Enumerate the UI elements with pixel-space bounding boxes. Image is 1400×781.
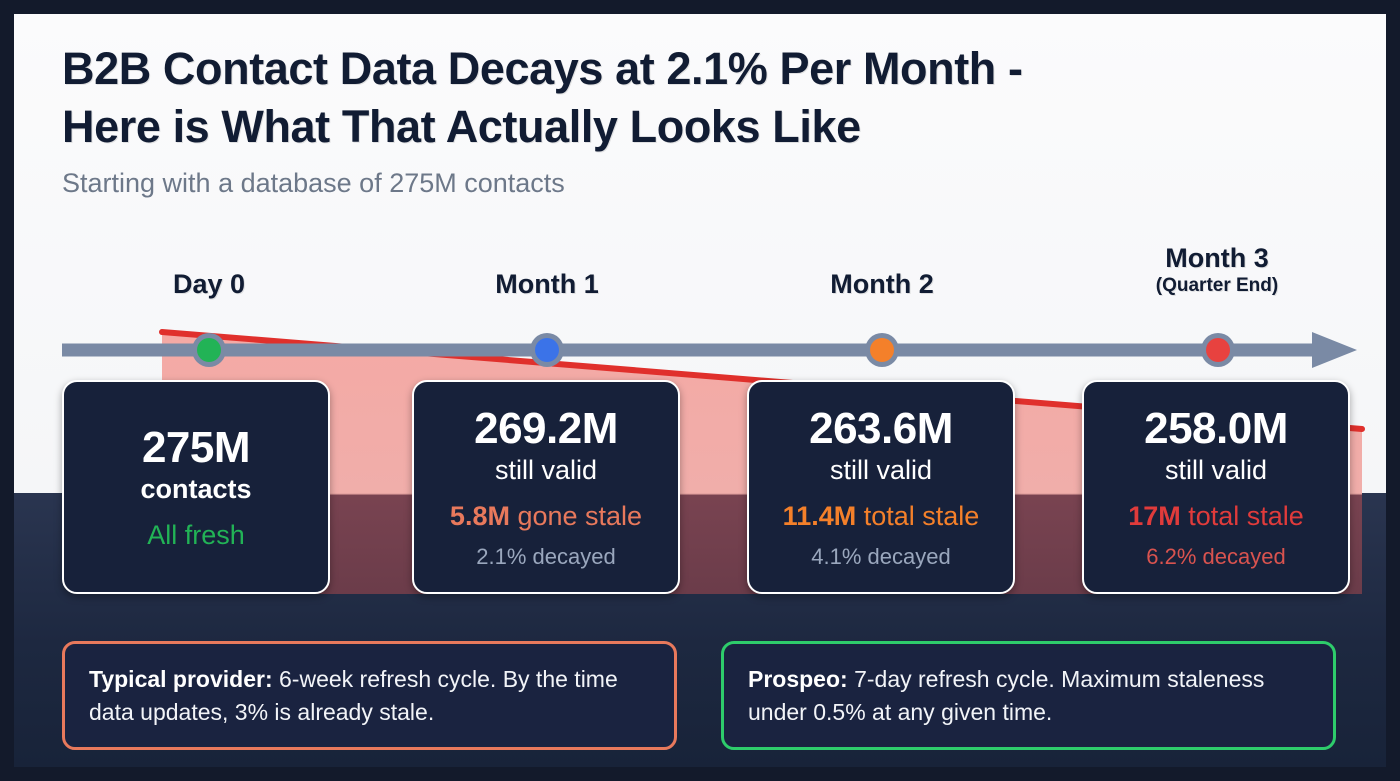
stat-card-stale-number: 5.8M: [449, 501, 510, 531]
stat-card-month-1[interactable]: 269.2M still valid 5.8M gone stale 2.1% …: [412, 380, 680, 594]
stat-card-unit: still valid: [1164, 455, 1268, 485]
stat-card-stale: 11.4M total stale: [783, 500, 980, 532]
timeline-dot-fill-month-3: [1205, 338, 1230, 362]
callout-prospeo[interactable]: Prospeo: 7-day refresh cycle. Maximum st…: [721, 641, 1336, 750]
headline-block: B2B Contact Data Decays at 2.1% Per Mont…: [62, 40, 1292, 199]
timeline-label-text: Day 0: [172, 269, 246, 299]
timeline-dot-day-0[interactable]: [191, 333, 226, 367]
stat-card-unit: still valid: [829, 455, 933, 485]
timeline-label-month-1: Month 1: [495, 269, 598, 300]
stat-card-month-3[interactable]: 258.0M still valid 17M total stale 6.2% …: [1082, 380, 1350, 594]
stat-card-stale-text: gone stale: [509, 501, 643, 531]
stat-card-stale-text: total stale: [856, 501, 980, 531]
timeline-label-day-0: Day 0: [173, 269, 245, 300]
stat-card-day-0[interactable]: 275M contacts All fresh: [62, 380, 330, 594]
stat-card-stale-number: 17M: [1128, 501, 1181, 531]
stat-card-value: 263.6M: [809, 404, 953, 453]
callout-body: 6-week refresh cycle. By the time data u…: [89, 665, 618, 725]
stat-card-percent: 2.1% decayed: [476, 544, 616, 569]
page-title-line-2: Here is What That Actually Looks Like: [62, 101, 861, 152]
stat-card-percent: 4.1% decayed: [811, 544, 951, 569]
timeline-dot-fill-month-2: [870, 338, 895, 362]
stat-card-value: 275M: [141, 423, 251, 472]
stat-card-percent: 6.2% decayed: [1146, 544, 1286, 569]
callout-typical-provider[interactable]: Typical provider: 6-week refresh cycle. …: [62, 641, 677, 750]
stat-card-stale: 5.8M gone stale: [450, 500, 642, 532]
callout-body: 7-day refresh cycle. Maximum staleness u…: [748, 665, 1265, 725]
timeline-label-month-3: Month 3 (Quarter End): [1156, 243, 1278, 297]
stat-card-stale-text: All fresh: [147, 520, 245, 550]
stat-card-stale-text: total stale: [1180, 501, 1304, 531]
stat-card-stale-number: 11.4M: [782, 501, 857, 531]
timeline-dot-month-1[interactable]: [529, 333, 564, 367]
timeline: [62, 330, 1362, 370]
timeline-label-month-2: Month 2: [830, 269, 933, 300]
timeline-label-text: Month 3: [1165, 243, 1269, 273]
page-title-line-1: B2B Contact Data Decays at 2.1% Per Mont…: [62, 43, 1023, 94]
stat-card-unit: contacts: [140, 474, 252, 504]
stat-card-stale: 17M total stale: [1128, 500, 1304, 532]
infographic-canvas: B2B Contact Data Decays at 2.1% Per Mont…: [14, 14, 1386, 767]
timeline-label-text: Month 1: [495, 269, 599, 299]
timeline-label-text: Month 2: [830, 269, 934, 299]
callout-label: Prospeo:: [748, 665, 848, 692]
stat-card-stale: All fresh: [147, 519, 245, 551]
timeline-arrow-icon: [62, 332, 1357, 368]
timeline-dot-fill-day-0: [196, 338, 221, 362]
callout-text: Typical provider: 6-week refresh cycle. …: [89, 663, 650, 729]
callout-text: Prospeo: 7-day refresh cycle. Maximum st…: [748, 663, 1309, 729]
timeline-dot-month-2[interactable]: [865, 333, 900, 367]
page-subtitle: Starting with a database of 275M contact…: [62, 168, 565, 198]
stat-card-unit: still valid: [494, 455, 598, 485]
page-title: B2B Contact Data Decays at 2.1% Per Mont…: [62, 40, 1292, 156]
stat-card-value: 269.2M: [474, 404, 618, 453]
timeline-dot-fill-month-1: [534, 338, 559, 362]
timeline-dot-month-3[interactable]: [1200, 333, 1235, 367]
callout-label: Typical provider:: [89, 665, 273, 692]
stat-card-value: 258.0M: [1144, 404, 1288, 453]
stat-card-month-2[interactable]: 263.6M still valid 11.4M total stale 4.1…: [747, 380, 1015, 594]
timeline-label-note: (Quarter End): [1155, 275, 1279, 296]
